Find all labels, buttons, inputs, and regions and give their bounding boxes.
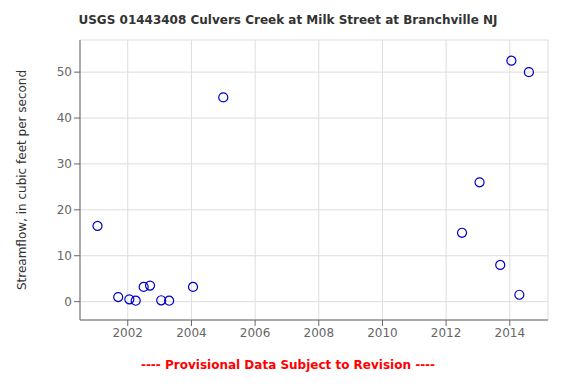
svg-text:40: 40 bbox=[57, 111, 72, 125]
svg-text:2012: 2012 bbox=[431, 326, 462, 340]
svg-text:10: 10 bbox=[57, 249, 72, 263]
html-text:USGS 01443408 Culvers Creek at: USGS 01443408 Culvers Creek at Milk Stre… bbox=[78, 13, 498, 27]
svg-text:20: 20 bbox=[57, 203, 72, 217]
svg-text:30: 30 bbox=[57, 157, 72, 171]
svg-text:2006: 2006 bbox=[240, 326, 271, 340]
svg-text:50: 50 bbox=[57, 65, 72, 79]
svg-text:2004: 2004 bbox=[176, 326, 207, 340]
svg-text:2014: 2014 bbox=[495, 326, 526, 340]
svg-text:2008: 2008 bbox=[304, 326, 335, 340]
svg-text:0: 0 bbox=[64, 295, 72, 309]
svg-text:Streamflow, in cubic feet per: Streamflow, in cubic feet per second bbox=[15, 70, 29, 290]
svg-text:2010: 2010 bbox=[367, 326, 398, 340]
svg-text:2002: 2002 bbox=[112, 326, 143, 340]
html-text:---- Provisional Data Subject: ---- Provisional Data Subject to Revisio… bbox=[140, 358, 436, 372]
